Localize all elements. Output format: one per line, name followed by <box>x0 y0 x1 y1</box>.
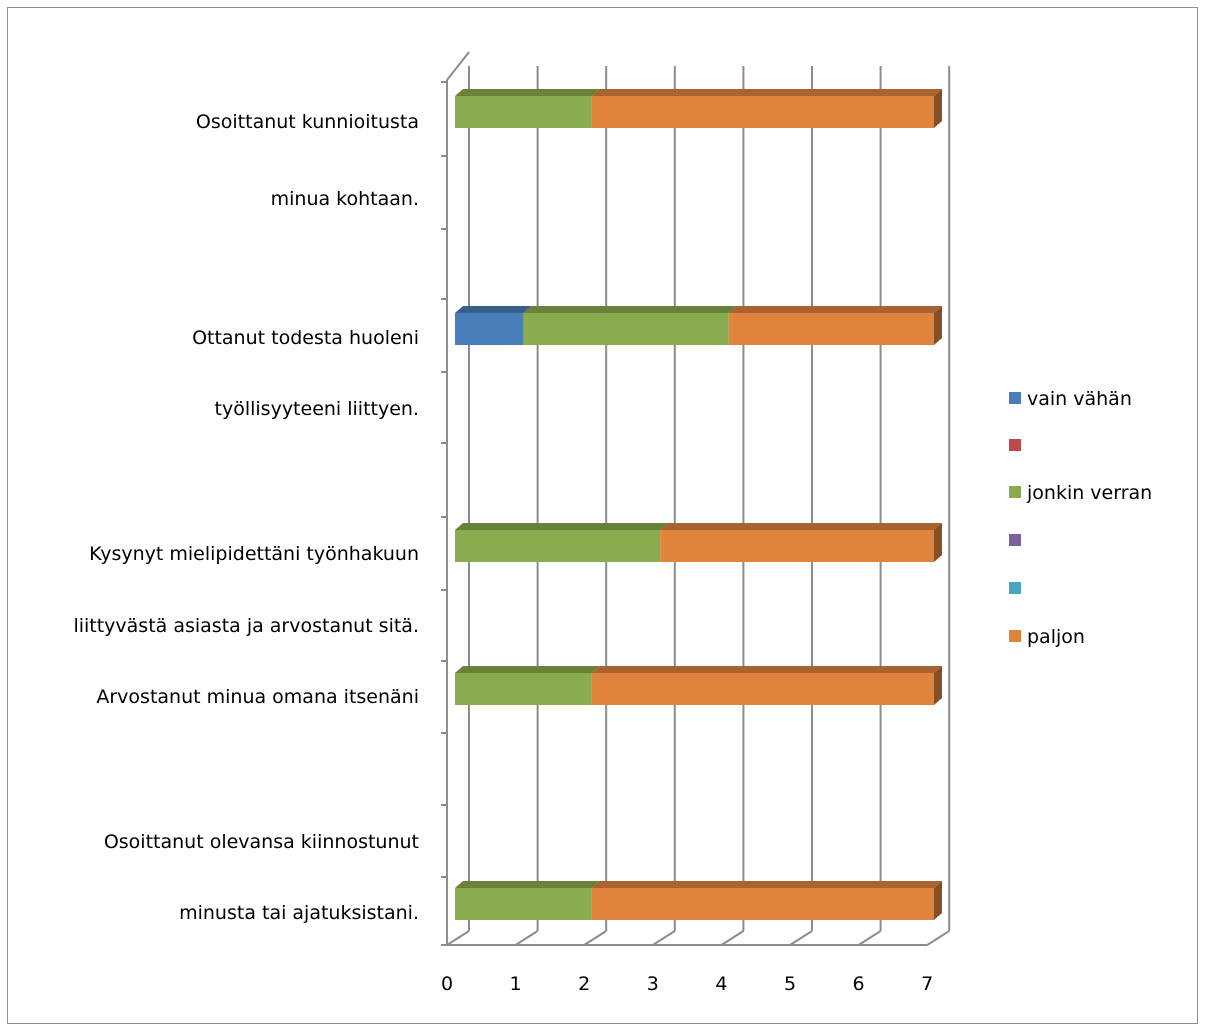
category-label: Ottanut todesta huoleni <box>192 327 419 349</box>
bar-segment <box>728 313 934 345</box>
category-label: Kysynyt mielipidettäni työnhakuun <box>89 543 419 565</box>
x-tick-label: 0 <box>441 973 453 995</box>
legend-swatch <box>1009 486 1021 498</box>
category-label: minusta tai ajatuksistani. <box>179 902 419 924</box>
bar-top-jonkin-verran <box>455 89 600 96</box>
bar-end-face <box>934 523 942 562</box>
floor-gridline <box>515 930 539 946</box>
bar-segment <box>591 888 934 920</box>
x-tick-label: 2 <box>578 973 590 995</box>
x-tick-label: 5 <box>784 973 796 995</box>
category-label: minua kohtaan. <box>271 188 419 210</box>
bar-top-jonkin-verran <box>455 666 600 673</box>
bar-top-jonkin-verran <box>455 523 669 530</box>
legend-swatch <box>1009 630 1021 642</box>
bar-segment <box>660 530 934 562</box>
category-label: liittyvästä asiasta ja arvostanut sitä. <box>73 615 419 637</box>
x-tick-label: 4 <box>715 973 727 995</box>
bar-end-face <box>934 666 942 705</box>
category-label: Arvostanut minua omana itsenäni <box>96 686 419 708</box>
bar-top-jonkin-verran <box>455 881 600 888</box>
bar-end-face <box>934 881 942 920</box>
legend-swatch <box>1009 582 1021 594</box>
legend-label: paljon <box>1027 626 1085 648</box>
floor-gridline <box>652 930 676 946</box>
bar-end-face <box>934 89 942 128</box>
bar-segment <box>591 673 934 705</box>
bar-top-paljon <box>591 881 942 888</box>
x-tick-label: 1 <box>510 973 522 995</box>
floor-gridline <box>789 930 813 946</box>
bar-segment <box>455 96 592 128</box>
bar-top-paljon <box>591 666 942 673</box>
legend-swatch <box>1009 392 1021 404</box>
x-tick-label: 7 <box>921 973 933 995</box>
bar-segment <box>455 888 592 920</box>
category-label: Osoittanut kunnioitusta <box>196 111 419 133</box>
bar-segment <box>455 673 592 705</box>
legend-label: vain vähän <box>1027 388 1132 410</box>
floor-gridline <box>926 930 950 946</box>
x-tick-label: 3 <box>647 973 659 995</box>
category-label: työllisyyteeni liittyen. <box>215 398 419 420</box>
legend-swatch <box>1009 439 1021 451</box>
floor-gridline <box>858 930 882 946</box>
bar-top-jonkin-verran <box>523 306 737 313</box>
bar-end-face <box>934 306 942 345</box>
floor-gridline <box>583 930 607 946</box>
floor-gridline <box>720 930 744 946</box>
category-label: Osoittanut olevansa kiinnostunut <box>104 831 419 853</box>
bar-segment <box>455 313 524 345</box>
x-tick-label: 6 <box>853 973 865 995</box>
legend-label: jonkin verran <box>1026 482 1152 504</box>
bar-top-paljon <box>660 523 942 530</box>
chart-frame <box>7 7 1198 1024</box>
bar-segment <box>523 313 729 345</box>
bar-top-paljon <box>591 89 942 96</box>
bar-segment <box>591 96 934 128</box>
legend-swatch <box>1009 534 1021 546</box>
bar-segment <box>455 530 661 562</box>
bar-top-paljon <box>728 306 942 313</box>
floor-gridline <box>446 930 470 946</box>
wall-edge <box>446 51 470 81</box>
bar-top-vain-vähän <box>455 306 532 313</box>
